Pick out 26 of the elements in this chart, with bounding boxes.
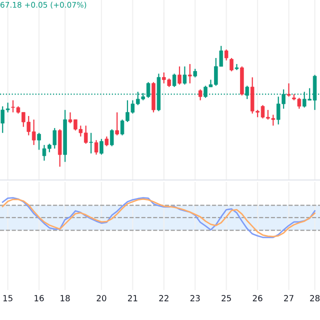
candlestick — [110, 128, 114, 147]
x-tick-label: 25 — [222, 295, 231, 302]
candlestick — [230, 57, 234, 72]
candlestick — [224, 48, 228, 61]
candlestick — [286, 82, 291, 98]
x-tick-label: 21 — [128, 295, 138, 302]
x-tick-label: 18 — [60, 295, 70, 302]
candlestick — [115, 112, 119, 136]
candlestick — [94, 140, 98, 156]
x-tick-label: 28 — [310, 295, 320, 302]
candlestick — [37, 132, 41, 150]
candlestick — [100, 138, 104, 156]
x-tick-label: 20 — [96, 295, 106, 302]
candlestick — [182, 66, 187, 86]
x-tick-label: 22 — [159, 295, 168, 302]
x-tick-label: 15 — [3, 295, 12, 302]
candlestick — [198, 88, 202, 101]
x-tick-label: 23 — [190, 295, 200, 302]
candlestick — [89, 132, 93, 154]
candlestick — [178, 66, 182, 86]
candlestick — [188, 63, 192, 84]
candlestick — [172, 73, 176, 88]
candlestick — [104, 136, 109, 147]
x-tick-label: 16 — [34, 295, 44, 302]
x-tick-label: 27 — [284, 295, 294, 302]
x-tick-label: 26 — [252, 295, 262, 302]
